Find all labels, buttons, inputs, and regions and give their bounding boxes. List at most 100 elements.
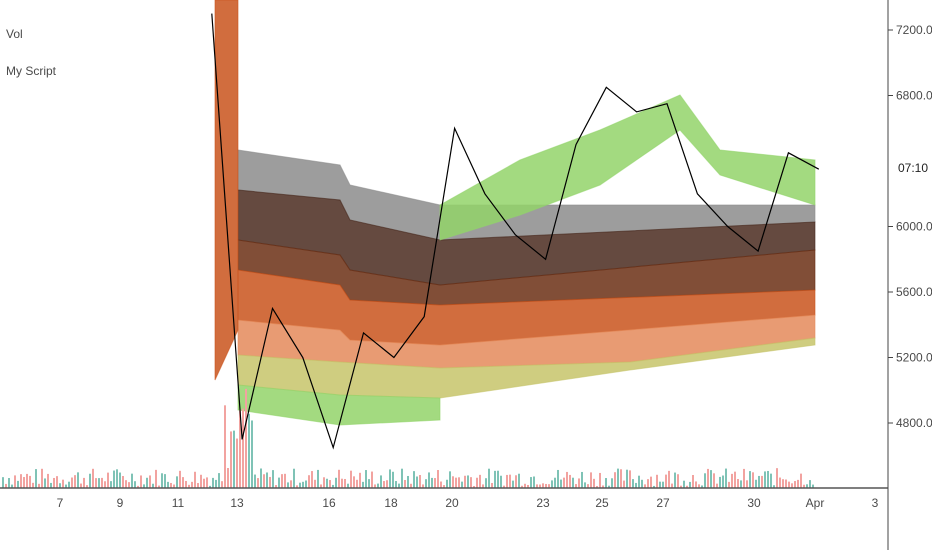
price-tag-label: 07:10 <box>898 161 928 175</box>
volume-bar <box>518 473 520 488</box>
volume-bar <box>419 475 421 488</box>
volume-bar <box>644 484 646 488</box>
volume-bar <box>293 468 295 488</box>
volume-bar <box>233 430 235 488</box>
volume-bar <box>797 479 799 488</box>
volume-bar <box>569 474 571 488</box>
volume-bar <box>311 471 313 488</box>
volume-bar <box>101 477 103 488</box>
volume-bar <box>713 473 715 488</box>
volume-bar <box>170 482 172 488</box>
volume-bar <box>182 477 184 488</box>
volume-bar <box>230 431 232 488</box>
volume-bar <box>485 478 487 488</box>
volume-bar <box>452 476 454 488</box>
volume-bar <box>557 469 559 488</box>
volume-bar <box>731 473 733 488</box>
volume-bar <box>392 471 394 488</box>
volume-bar <box>44 478 46 488</box>
volume-bar <box>470 477 472 488</box>
volume-bar <box>299 482 301 488</box>
volume-bar <box>215 479 217 488</box>
volume-bar <box>782 479 784 488</box>
volume-bar <box>245 388 247 488</box>
volume-bar <box>692 475 694 488</box>
volume-bar <box>443 485 445 488</box>
volume-bar <box>488 468 490 488</box>
x-tick-label: 30 <box>747 496 761 510</box>
volume-bar <box>287 482 289 488</box>
volume-bar <box>599 472 601 488</box>
volume-bar <box>755 479 757 488</box>
volume-bar <box>497 470 499 488</box>
volume-bar <box>446 479 448 488</box>
volume-bar <box>482 484 484 488</box>
indicator-bands <box>214 0 816 426</box>
volume-bar <box>680 485 682 488</box>
volume-bar <box>578 478 580 488</box>
volume-bars <box>2 388 814 488</box>
volume-bar <box>536 484 538 488</box>
volume-bar <box>665 474 667 488</box>
volume-bar <box>479 474 481 488</box>
volume-bar <box>491 482 493 488</box>
volume-bar <box>413 471 415 488</box>
volume-bar <box>188 484 190 488</box>
volume-bar <box>296 485 298 488</box>
volume-bar <box>581 471 583 488</box>
volume-bar <box>278 477 280 488</box>
volume-bar <box>59 483 61 488</box>
volume-bar <box>17 480 19 488</box>
volume-bar <box>629 470 631 488</box>
volume-bar <box>200 474 202 488</box>
volume-bar <box>116 469 118 488</box>
volume-bar <box>47 473 49 488</box>
volume-bar <box>275 485 277 488</box>
volume-bar <box>371 471 373 488</box>
volume-bar <box>560 479 562 488</box>
volume-bar <box>11 484 13 488</box>
volume-bar <box>653 485 655 488</box>
volume-bar <box>125 480 127 488</box>
volume-bar <box>302 481 304 488</box>
volume-bar <box>626 469 628 488</box>
volume-bar <box>368 479 370 488</box>
volume-bar <box>257 478 259 488</box>
volume-bar <box>740 480 742 488</box>
volume-bar <box>14 475 16 488</box>
volume-bar <box>719 476 721 488</box>
volume-bar <box>344 478 346 488</box>
volume-bar <box>770 473 772 488</box>
volume-bar <box>161 473 163 488</box>
volume-bar <box>641 479 643 488</box>
price-tag: 07:10 <box>898 161 928 175</box>
volume-bar <box>575 484 577 488</box>
volume-bar <box>800 473 802 488</box>
volume-bar <box>671 483 673 488</box>
volume-bar <box>788 481 790 488</box>
volume-bar <box>530 477 532 488</box>
volume-bar <box>131 473 133 488</box>
volume-bar <box>752 472 754 488</box>
volume-bar <box>437 470 439 488</box>
x-tick-label: 3 <box>872 496 879 510</box>
volume-bar <box>554 477 556 488</box>
volume-bar <box>809 480 811 488</box>
volume-bar <box>503 485 505 488</box>
volume-bar <box>386 480 388 488</box>
x-tick-label: 7 <box>57 496 64 510</box>
volume-bar <box>566 471 568 488</box>
volume-bar <box>734 471 736 488</box>
x-tick-label: 13 <box>230 496 244 510</box>
volume-bar <box>80 483 82 488</box>
x-tick-label: 16 <box>322 496 336 510</box>
volume-bar <box>23 477 25 488</box>
volume-bar <box>158 485 160 488</box>
volume-bar <box>668 470 670 488</box>
y-tick-label: 4800.00 <box>896 416 932 430</box>
volume-bar <box>764 471 766 488</box>
volume-bar <box>707 468 709 488</box>
volume-bar <box>614 472 616 488</box>
volume-bar <box>263 474 265 488</box>
volume-bar <box>35 469 37 488</box>
